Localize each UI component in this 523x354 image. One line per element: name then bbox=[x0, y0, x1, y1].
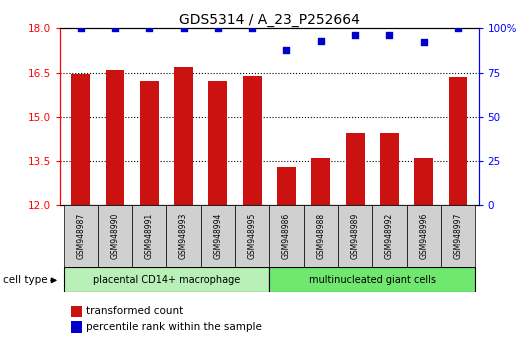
Bar bbox=[346, 133, 365, 205]
Text: GSM948994: GSM948994 bbox=[213, 213, 222, 259]
Bar bbox=[269, 267, 475, 292]
Bar bbox=[64, 205, 98, 267]
Text: GSM948991: GSM948991 bbox=[145, 213, 154, 259]
Text: GSM948989: GSM948989 bbox=[350, 213, 360, 259]
Text: placental CD14+ macrophage: placental CD14+ macrophage bbox=[93, 275, 240, 285]
Bar bbox=[71, 321, 82, 333]
Text: GSM948990: GSM948990 bbox=[110, 213, 120, 259]
Bar bbox=[140, 81, 159, 205]
Bar bbox=[166, 205, 201, 267]
Point bbox=[351, 33, 359, 38]
Point bbox=[282, 47, 291, 52]
Text: GSM948996: GSM948996 bbox=[419, 213, 428, 259]
Point bbox=[248, 25, 256, 31]
Bar bbox=[64, 267, 269, 292]
Point bbox=[179, 25, 188, 31]
Bar bbox=[243, 76, 262, 205]
Bar bbox=[269, 205, 304, 267]
Text: GSM948987: GSM948987 bbox=[76, 213, 85, 259]
Bar bbox=[277, 167, 296, 205]
Bar bbox=[414, 158, 433, 205]
Text: GSM948986: GSM948986 bbox=[282, 213, 291, 259]
Bar bbox=[98, 205, 132, 267]
Bar bbox=[201, 205, 235, 267]
Point bbox=[111, 25, 119, 31]
Bar bbox=[71, 306, 82, 317]
Bar bbox=[174, 67, 193, 205]
Bar bbox=[209, 81, 228, 205]
Bar bbox=[235, 205, 269, 267]
Text: percentile rank within the sample: percentile rank within the sample bbox=[86, 322, 262, 332]
Bar bbox=[71, 74, 90, 205]
Text: transformed count: transformed count bbox=[86, 306, 184, 316]
Point bbox=[145, 25, 153, 31]
Bar bbox=[449, 77, 468, 205]
Point bbox=[419, 40, 428, 45]
Text: GSM948993: GSM948993 bbox=[179, 213, 188, 259]
Title: GDS5314 / A_23_P252664: GDS5314 / A_23_P252664 bbox=[179, 13, 360, 27]
Point bbox=[385, 33, 394, 38]
Point bbox=[454, 25, 462, 31]
Bar bbox=[380, 133, 399, 205]
Point bbox=[76, 25, 85, 31]
Point bbox=[214, 25, 222, 31]
Bar bbox=[406, 205, 441, 267]
Point bbox=[316, 38, 325, 44]
Bar bbox=[132, 205, 166, 267]
Text: GSM948988: GSM948988 bbox=[316, 213, 325, 259]
Bar bbox=[304, 205, 338, 267]
Bar bbox=[372, 205, 406, 267]
Text: cell type: cell type bbox=[3, 275, 47, 285]
Text: GSM948992: GSM948992 bbox=[385, 213, 394, 259]
Bar bbox=[441, 205, 475, 267]
Text: GSM948995: GSM948995 bbox=[248, 213, 257, 259]
Text: GSM948997: GSM948997 bbox=[453, 213, 462, 259]
Bar bbox=[338, 205, 372, 267]
Bar bbox=[106, 70, 124, 205]
Bar bbox=[311, 158, 330, 205]
Text: multinucleated giant cells: multinucleated giant cells bbox=[309, 275, 436, 285]
